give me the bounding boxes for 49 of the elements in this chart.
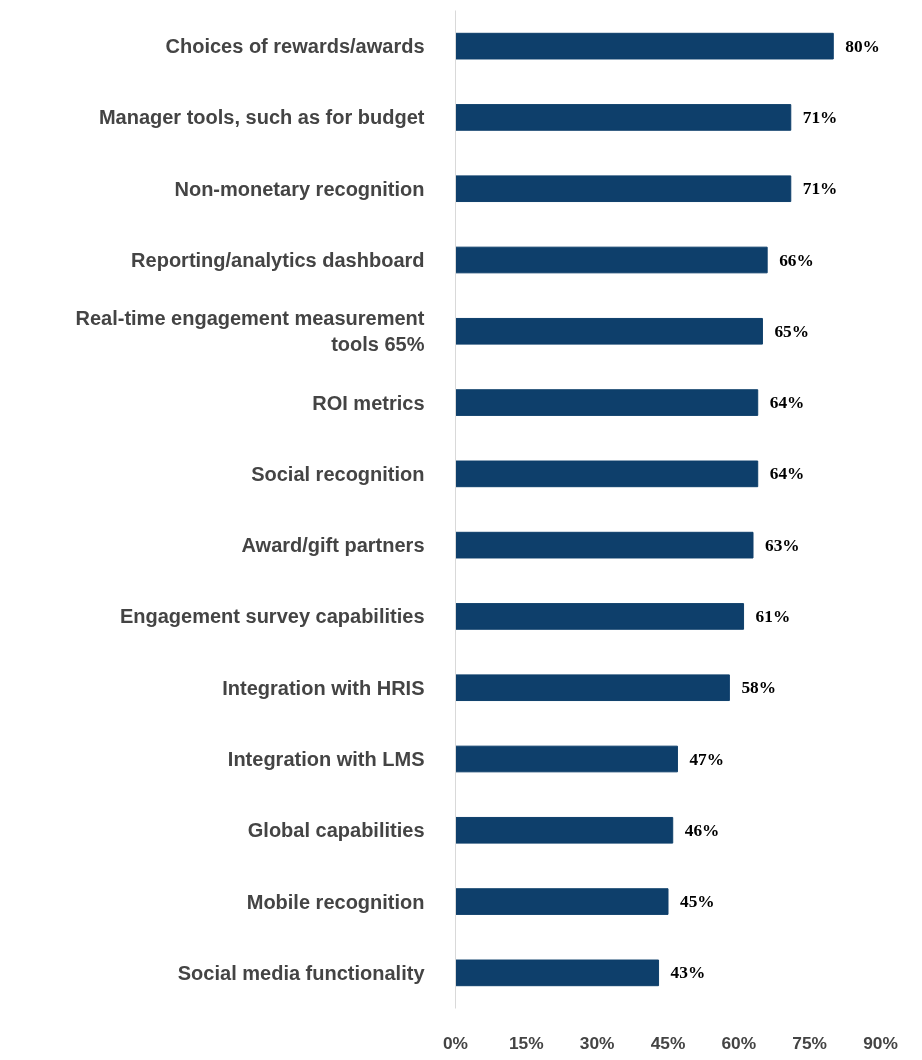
data-label: 46% bbox=[684, 820, 720, 840]
data-label: 61% bbox=[755, 606, 791, 626]
x-tick-label: 90% bbox=[863, 1032, 898, 1053]
data-label: 66% bbox=[779, 250, 814, 270]
y-tick-label: Integration with HRIS bbox=[222, 676, 425, 699]
y-tick-label: Social recognition bbox=[251, 462, 425, 485]
data-label: 65% bbox=[774, 321, 810, 341]
y-tick-label: Global capabilities bbox=[247, 819, 425, 842]
y-tick-label: Social media functionality bbox=[177, 961, 426, 984]
y-tick-label: Non-monetary recognition bbox=[174, 177, 425, 200]
bar bbox=[455, 674, 730, 702]
x-tick-label: 30% bbox=[579, 1032, 615, 1053]
bar bbox=[455, 531, 754, 559]
y-tick-label: Integration with LMS bbox=[227, 748, 425, 770]
bar bbox=[455, 246, 768, 274]
bar bbox=[455, 175, 792, 203]
data-label: 80% bbox=[845, 36, 880, 56]
y-tick-label: Real-time engagement measurement tools 65% bbox=[75, 307, 425, 356]
bar bbox=[455, 460, 759, 488]
y-tick-label: Engagement survey capabilities bbox=[119, 605, 425, 628]
data-label: 43% bbox=[670, 963, 706, 983]
bar bbox=[455, 888, 669, 915]
data-label: 63% bbox=[765, 535, 800, 555]
bar bbox=[455, 389, 759, 416]
data-label: 45% bbox=[680, 892, 715, 912]
data-label: 64% bbox=[769, 393, 805, 413]
data-label: 71% bbox=[802, 107, 838, 127]
bar bbox=[455, 104, 792, 131]
bar bbox=[455, 603, 745, 630]
bar bbox=[455, 745, 678, 773]
x-tick-label: 15% bbox=[508, 1032, 544, 1053]
x-tick-label: 75% bbox=[792, 1032, 828, 1053]
bar bbox=[455, 32, 834, 60]
data-label: 58% bbox=[741, 678, 777, 698]
y-tick-label: Mobile recognition bbox=[246, 890, 425, 913]
y-tick-label: Choices of rewards/awards bbox=[165, 35, 425, 58]
data-label: 64% bbox=[769, 464, 805, 484]
y-tick-label: ROI metrics bbox=[312, 391, 425, 414]
y-tick-label: Award/gift partners bbox=[241, 534, 425, 557]
x-tick-label: 45% bbox=[650, 1032, 686, 1053]
data-label: 47% bbox=[689, 749, 725, 769]
bar bbox=[455, 317, 763, 345]
x-tick-label: 0% bbox=[442, 1032, 469, 1053]
y-tick-label: Reporting/analytics dashboard bbox=[131, 249, 425, 271]
data-label: 71% bbox=[802, 179, 838, 199]
y-tick-label: Manager tools, such as for budget bbox=[98, 106, 425, 129]
x-tick-label: 60% bbox=[721, 1032, 757, 1053]
bar bbox=[455, 816, 674, 844]
bar bbox=[455, 959, 660, 987]
